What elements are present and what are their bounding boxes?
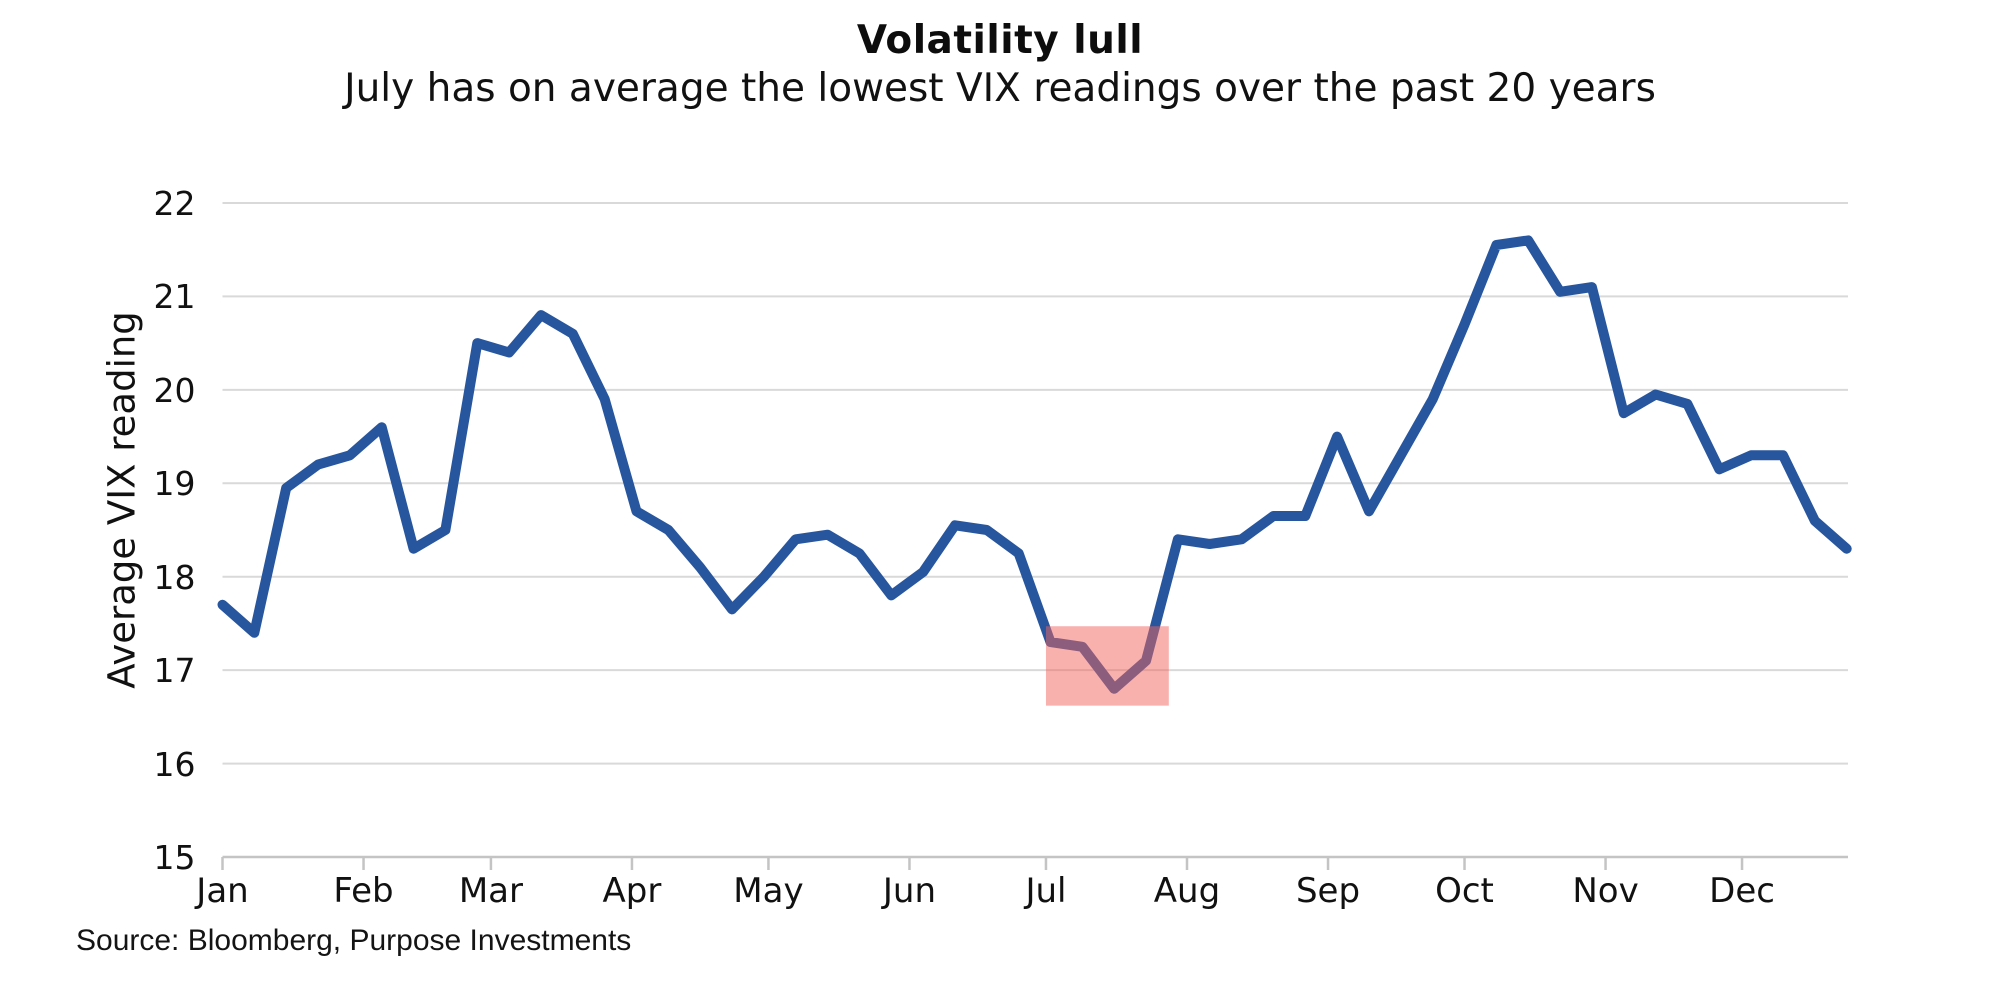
y-tick-label-17: 17 (153, 651, 196, 691)
y-tick-label-21: 21 (153, 277, 196, 317)
x-tick-label-apr: Apr (602, 871, 662, 911)
y-tick-label-19: 19 (153, 464, 196, 504)
x-tick-label-jun: Jun (882, 871, 937, 911)
x-tick-label-mar: Mar (458, 871, 523, 911)
y-tick-label-18: 18 (153, 557, 196, 597)
chart-title: Volatility lull (856, 18, 1144, 63)
y-tick-label-16: 16 (153, 744, 196, 784)
y-tick-label-15: 15 (153, 838, 196, 877)
x-tick-label-aug: Aug (1153, 871, 1221, 911)
x-tick-label-jul: Jul (1025, 871, 1067, 911)
x-tick-label-oct: Oct (1435, 871, 1494, 911)
y-tick-label-20: 20 (153, 370, 196, 410)
x-tick-label-feb: Feb (333, 871, 394, 911)
x-tick-label-dec: Dec (1709, 871, 1775, 911)
source-note: Source: Bloomberg, Purpose Investments (76, 924, 632, 957)
x-tick-label-jan: Jan (196, 871, 249, 911)
chart-subtitle: July has on average the lowest VIX readi… (344, 66, 1656, 111)
x-tick-label-may: May (733, 871, 804, 911)
x-tick-label-nov: Nov (1572, 871, 1639, 911)
y-tick-label-22: 22 (153, 184, 196, 223)
july-highlight-box (1045, 626, 1169, 706)
vix-average-line (217, 235, 1852, 694)
x-tick-label-sep: Sep (1295, 871, 1361, 911)
